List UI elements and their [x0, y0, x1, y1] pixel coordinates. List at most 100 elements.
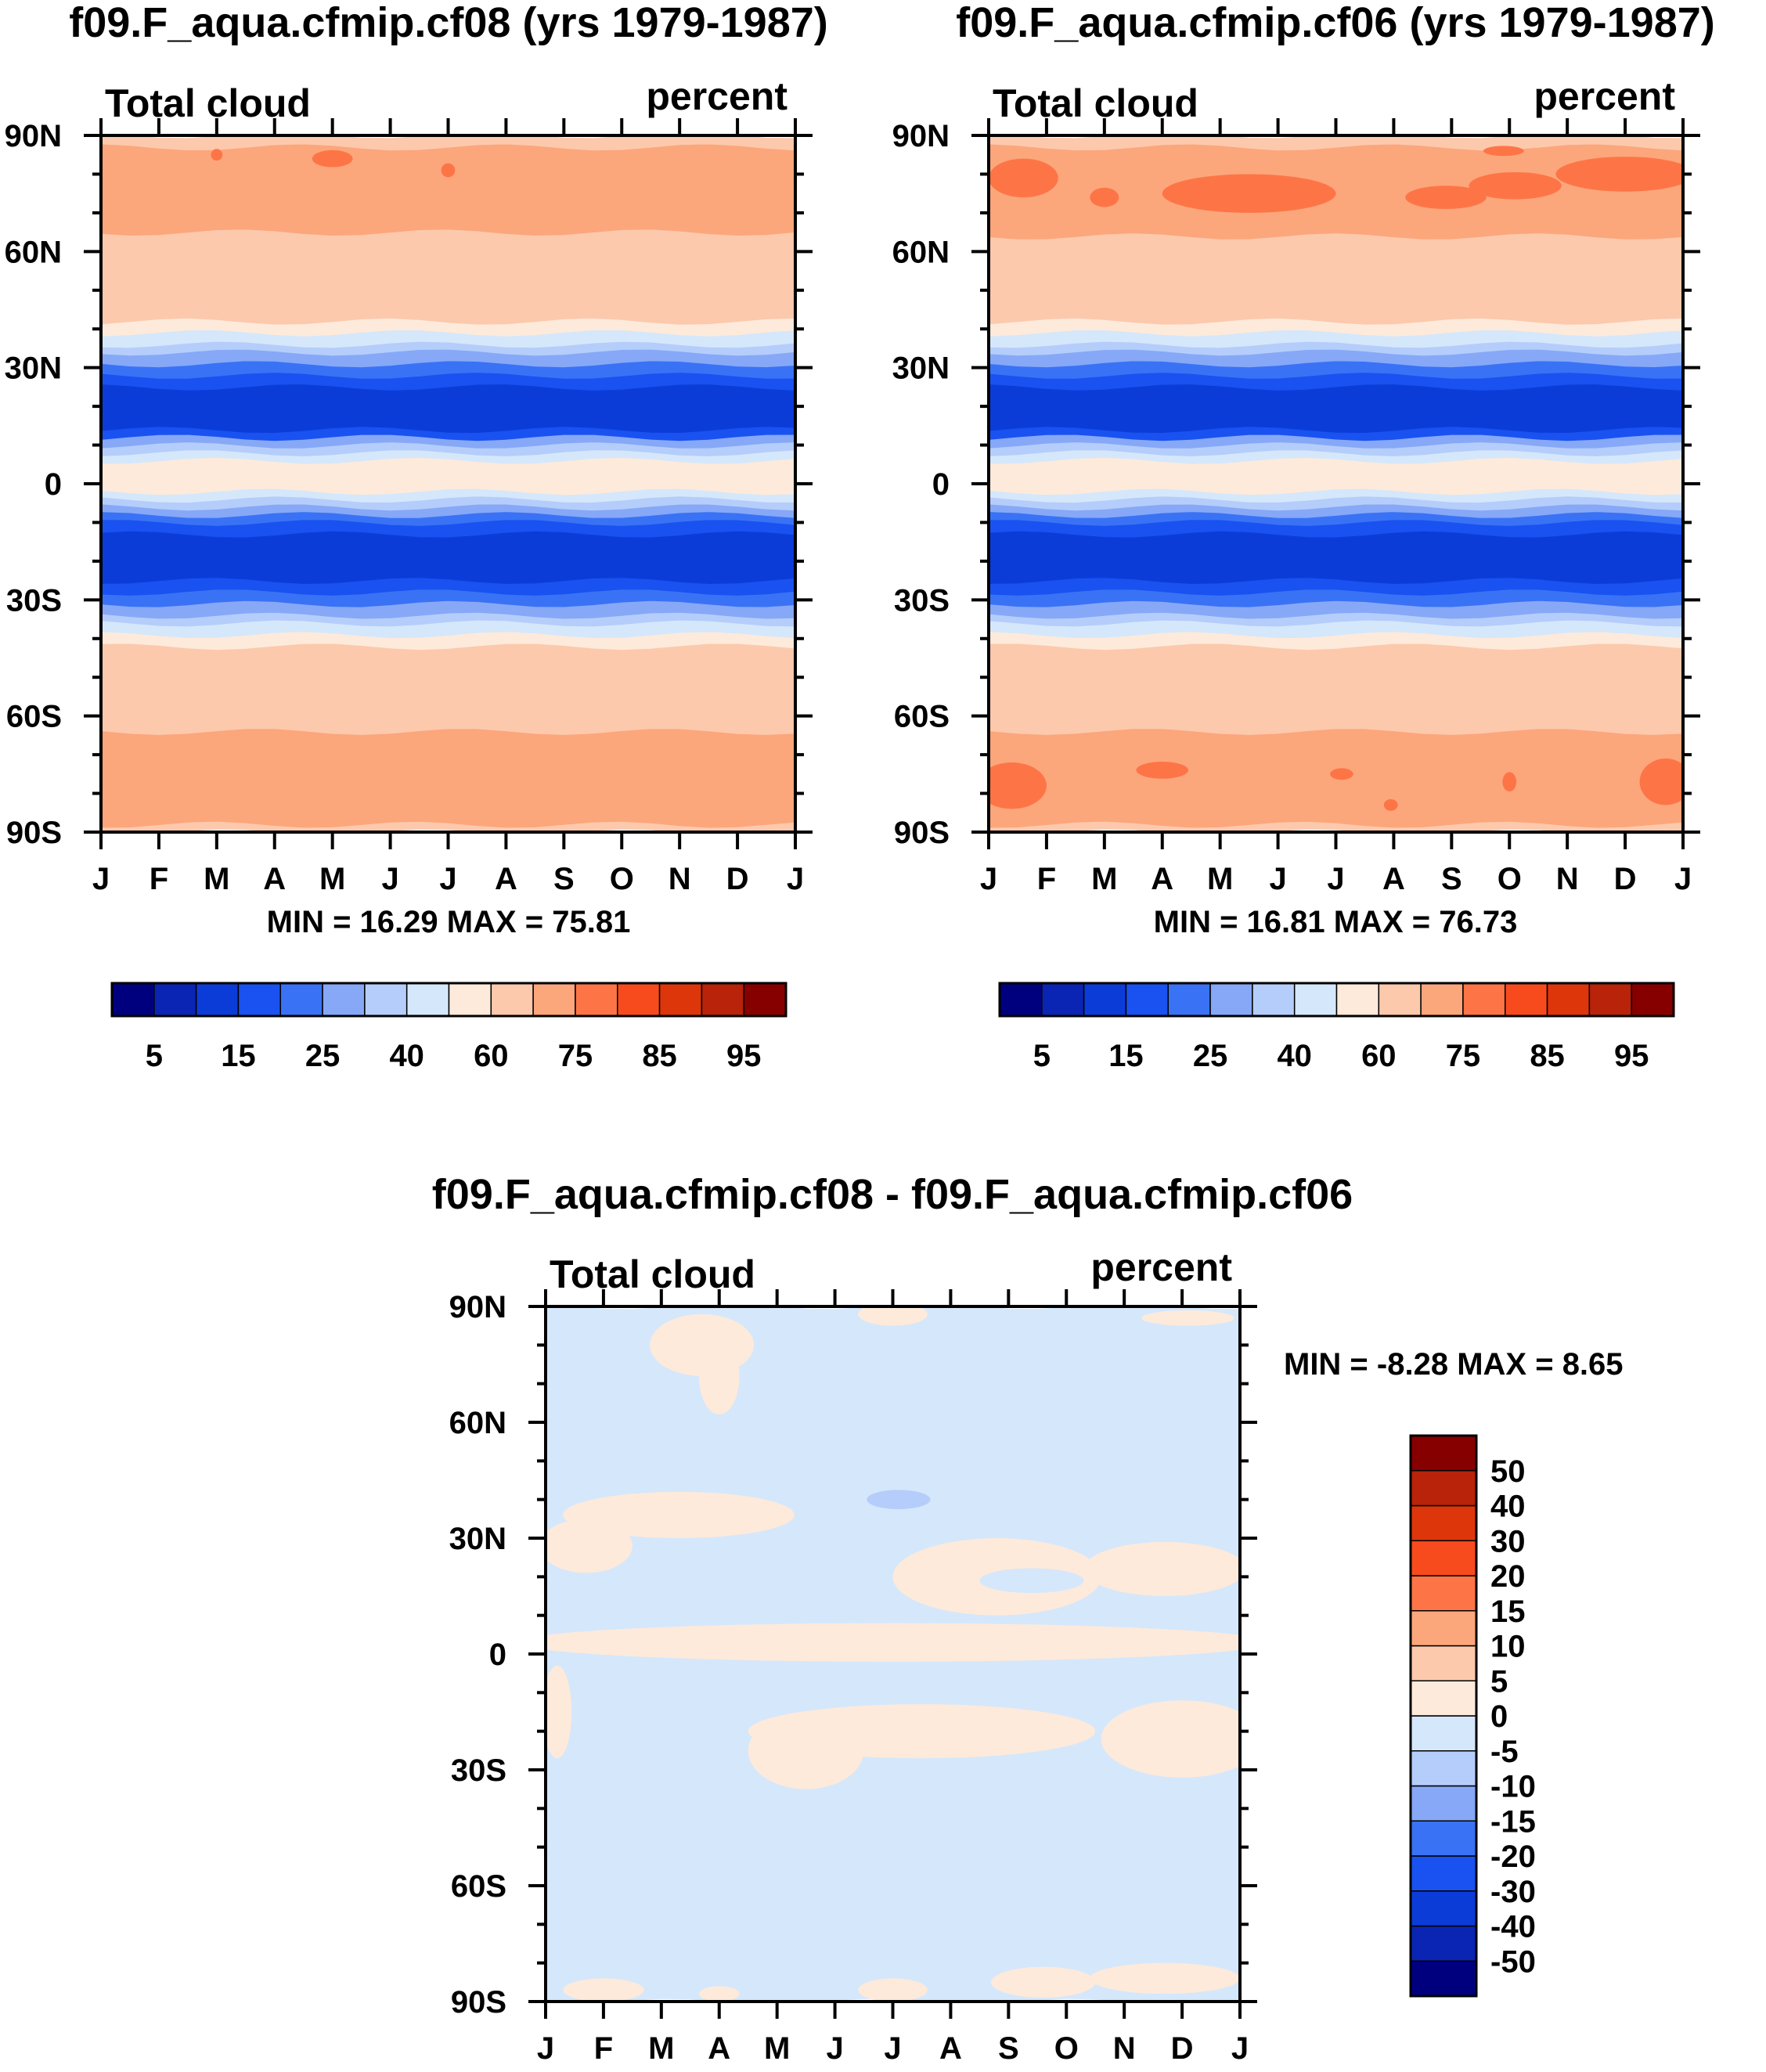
chart-cf06: f09.F_aqua.cfmip.cf06 (yrs 1979-1987) Tot…: [892, 0, 1715, 1073]
contour-field: [546, 1306, 1240, 2002]
y-tick-label: 30N: [5, 351, 62, 386]
contour-blob: [1162, 174, 1336, 213]
color-bar-box: [153, 982, 197, 1017]
x-tick-label: J: [787, 862, 804, 896]
contour-blob: [563, 1491, 795, 1538]
x-tick-label: N: [669, 862, 691, 896]
x-tick-label: D: [1614, 862, 1637, 896]
color-bar-box: [999, 982, 1043, 1017]
color-bar-box: [195, 982, 240, 1017]
chart-cf08: f09.F_aqua.cfmip.cf08 (yrs 1979-1987) Tot…: [5, 0, 828, 1073]
contour-blob: [1555, 157, 1683, 192]
color-bar-label: 60: [474, 1039, 509, 1073]
color-bar-box: [1631, 982, 1674, 1017]
y-tick-label: 90S: [6, 816, 62, 850]
y-tick-label: 90N: [892, 119, 950, 153]
x-tick-label: O: [1497, 862, 1522, 896]
x-tick-label: A: [708, 2031, 730, 2066]
color-bar-label: 25: [305, 1039, 341, 1073]
color-bar-box: [1083, 982, 1127, 1017]
x-tick-label: S: [553, 862, 575, 896]
color-bar-label: 25: [1193, 1039, 1228, 1073]
color-bar-label: 75: [1446, 1039, 1481, 1073]
y-tick-label: 90S: [894, 816, 950, 850]
color-bar-box: [1209, 982, 1253, 1017]
color-bar-box: [1410, 1820, 1477, 1857]
contour-band: [989, 232, 1683, 325]
color-bar-box: [1410, 1785, 1477, 1822]
min-label: MIN =: [267, 905, 360, 939]
color-bar-box: [111, 982, 155, 1017]
min-value: 16.81: [1247, 905, 1334, 939]
contour-blob: [979, 1568, 1084, 1594]
color-bar-label: -10: [1490, 1770, 1536, 1804]
color-bar-label: 30: [1490, 1524, 1526, 1559]
y-tick-label: 60S: [894, 700, 950, 734]
color-bar-box: [1293, 982, 1338, 1017]
x-tick-label: A: [495, 862, 517, 896]
color-bar-box: [1335, 982, 1380, 1017]
y-tick-label: 90N: [5, 119, 62, 153]
color-bar-label: 85: [1530, 1039, 1565, 1073]
color-bar-box: [279, 982, 323, 1017]
contour-blob: [1502, 772, 1517, 792]
x-tick-label: M: [319, 862, 345, 896]
max-label: MAX =: [1457, 1347, 1562, 1382]
y-tick-label: 60N: [5, 235, 62, 269]
chart-title: f09.F_aqua.cfmip.cf08 (yrs 1979-1987): [69, 0, 828, 46]
color-bar-label: 5: [146, 1039, 163, 1073]
color-bar-box: [658, 982, 703, 1017]
color-bar-box: [1462, 982, 1506, 1017]
color-bar-box: [405, 982, 450, 1017]
contour-blob: [989, 762, 1047, 809]
x-tick-label: S: [1441, 862, 1462, 896]
contour-band: [989, 456, 1683, 495]
contour-blob: [563, 1978, 644, 2002]
color-bar-box: [1588, 982, 1632, 1017]
contour-blob: [1083, 1541, 1240, 1596]
color-bar-label: 85: [642, 1039, 677, 1073]
color-bar-box: [743, 982, 787, 1017]
y-tick-label: 30N: [449, 1522, 506, 1556]
color-bar-label: 10: [1490, 1630, 1526, 1664]
contour-blob: [991, 1966, 1096, 1998]
color-bar-box: [1410, 1575, 1477, 1612]
color-bar-box: [1410, 1890, 1477, 1927]
color-bar-label: 40: [1490, 1490, 1526, 1524]
contour-blob: [546, 1519, 633, 1573]
x-tick-label: M: [648, 2031, 674, 2066]
x-tick-label: M: [764, 2031, 790, 2066]
contour-band: [989, 143, 1683, 240]
x-tick-label: M: [1207, 862, 1233, 896]
min-label: MIN =: [1154, 905, 1247, 939]
chart-diff: f09.F_aqua.cfmip.cf08 - f09.F_aqua.cfmip…: [432, 1171, 1624, 2066]
x-tick-label: O: [1054, 2031, 1079, 2066]
color-bar-label: -15: [1490, 1804, 1536, 1839]
color-bar-box: [1410, 1540, 1477, 1577]
x-tick-label: A: [263, 862, 286, 896]
contour-blob: [1101, 1609, 1240, 1629]
contour-blob: [1141, 1310, 1234, 1326]
color-bar-box: [1125, 982, 1169, 1017]
color-bar-box: [1410, 1504, 1477, 1541]
color-bar-box: [532, 982, 576, 1017]
y-tick-label: 30S: [894, 583, 950, 618]
contour-blob: [748, 1712, 864, 1789]
color-bar-label: -30: [1490, 1875, 1536, 1909]
color-bar-box: [1505, 982, 1548, 1017]
contour-blob: [1483, 146, 1524, 157]
min-label: MIN =: [1284, 1347, 1377, 1382]
color-bar-label: 50: [1490, 1454, 1526, 1489]
color-bar-label: 5: [1033, 1039, 1051, 1073]
x-tick-label: J: [381, 862, 398, 896]
color-bar: 5 15 25 40 60 75 85 95: [998, 982, 1675, 1073]
contour-blob: [858, 1306, 928, 1326]
contour-blob: [1383, 798, 1398, 811]
y-tick-label: 0: [932, 467, 950, 502]
min-value: 16.29: [360, 905, 447, 939]
y-tick-label: 60S: [6, 700, 62, 734]
color-bar-box: [1252, 982, 1296, 1017]
color-bar-label: 75: [558, 1039, 593, 1073]
color-bar-box: [1546, 982, 1591, 1017]
contour-band: [101, 456, 795, 495]
